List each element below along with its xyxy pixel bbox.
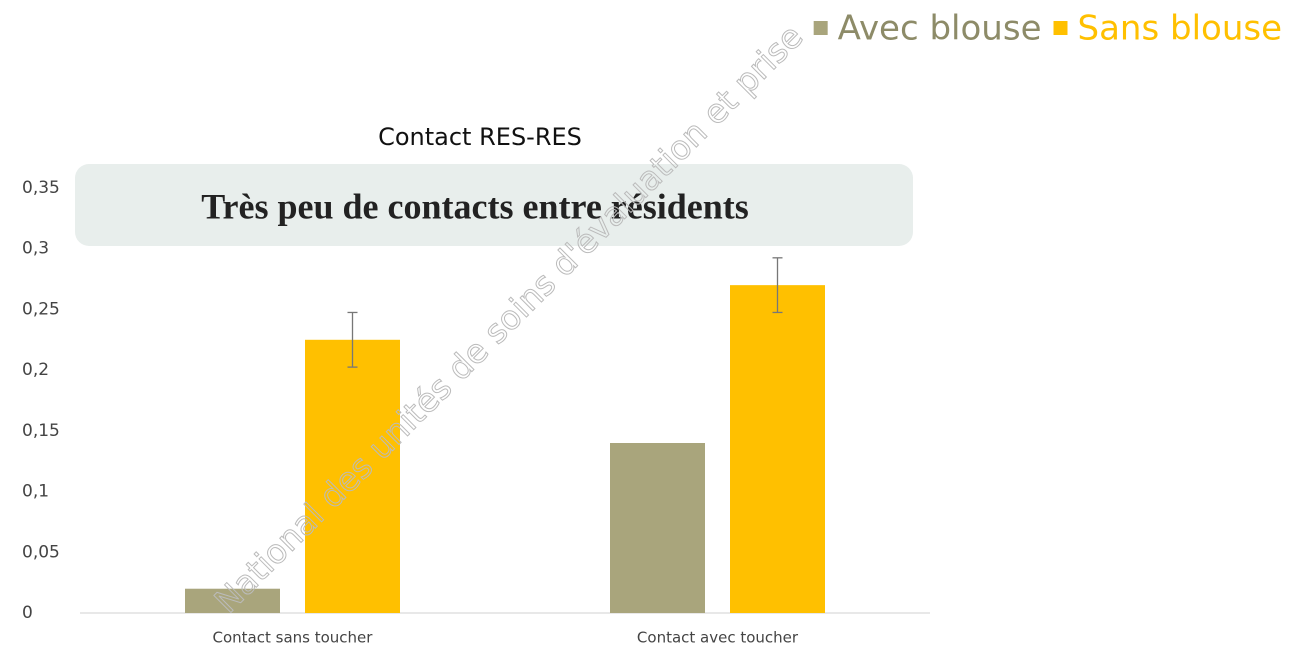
y-tick-label: 0,2: [22, 360, 49, 380]
legend-swatch: [813, 21, 828, 35]
watermark: National des unités de soins d'évaluatio…: [207, 17, 811, 621]
y-tick-label: 0,35: [22, 178, 60, 198]
annotation-box: [75, 164, 913, 246]
y-tick-label: 0,05: [22, 542, 60, 562]
bar: [730, 285, 825, 613]
bar: [305, 339, 400, 613]
error-bar: [772, 257, 783, 314]
error-bar: [347, 311, 358, 368]
chart-title: Contact RES-RES: [378, 123, 582, 151]
y-tick-label: 0,15: [22, 421, 60, 441]
legend-label: Sans blouse: [1078, 9, 1283, 49]
legend-swatch: [1053, 21, 1068, 35]
y-tick-label: 0,25: [22, 299, 60, 319]
annotation: Très peu de contacts entre résidents: [201, 186, 749, 226]
x-tick-label: Contact sans toucher: [213, 629, 374, 647]
legend-label: Avec blouse: [838, 9, 1042, 49]
y-tick-label: 0,1: [22, 482, 49, 502]
x-tick-label: Contact avec toucher: [637, 629, 799, 647]
bar: [610, 443, 705, 613]
y-tick-label: 0,3: [22, 239, 49, 259]
y-tick-label: 0: [22, 603, 33, 623]
bar: [185, 588, 280, 613]
